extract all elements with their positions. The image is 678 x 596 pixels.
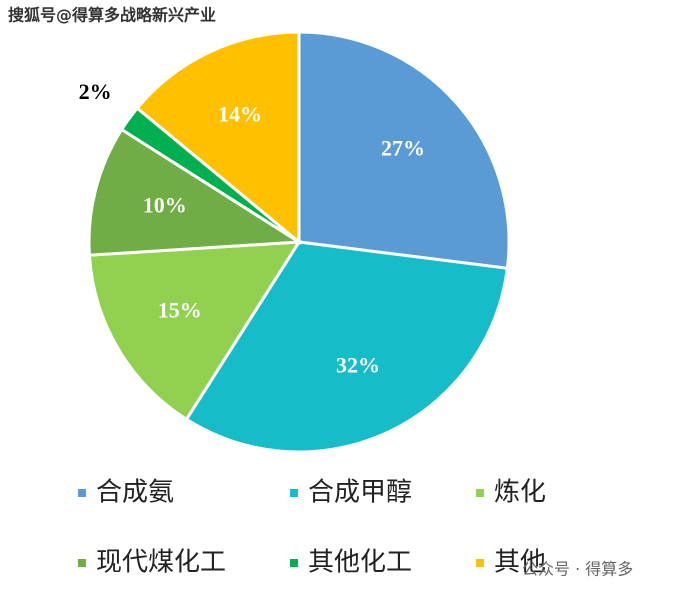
legend-marker — [78, 559, 86, 567]
data-label: 14% — [218, 102, 262, 127]
legend-label: 炼化 — [494, 478, 546, 508]
legend-label: 其他化工 — [308, 548, 412, 578]
legend-marker — [78, 489, 86, 497]
pie-slice — [135, 30, 301, 246]
data-label: 2% — [79, 79, 112, 104]
watermark: 搜狐号@得算多战略新兴产业 — [8, 6, 216, 25]
legend-marker — [476, 559, 484, 567]
legend-label: 其他 — [494, 548, 546, 578]
data-label: 32% — [336, 352, 380, 377]
watermark: 公众号 · 得算多 — [522, 560, 633, 579]
legend-marker — [476, 489, 484, 497]
legend-marker — [290, 559, 298, 567]
pie-slice — [87, 127, 304, 257]
legend-label: 合成甲醇 — [308, 478, 412, 508]
data-label: 27% — [381, 135, 425, 160]
legend-label: 现代煤化工 — [96, 548, 226, 578]
pie-slice — [297, 30, 511, 270]
legend-marker — [290, 489, 298, 497]
data-label: 10% — [143, 193, 187, 218]
pie-slice — [87, 240, 302, 422]
legend-label: 合成氨 — [96, 478, 174, 508]
data-label: 15% — [158, 298, 202, 323]
